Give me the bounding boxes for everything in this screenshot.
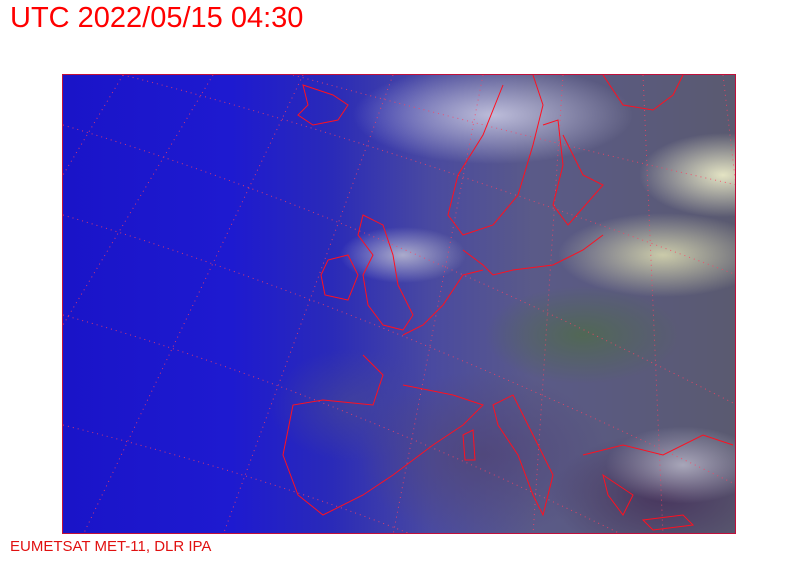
- coastlines: [282, 75, 734, 531]
- timestamp-title: UTC 2022/05/15 04:30: [10, 2, 304, 34]
- satellite-image: [62, 74, 736, 534]
- graticule: [63, 75, 735, 533]
- image-credit: EUMETSAT MET-11, DLR IPA: [10, 538, 212, 555]
- map-overlay: [63, 75, 735, 533]
